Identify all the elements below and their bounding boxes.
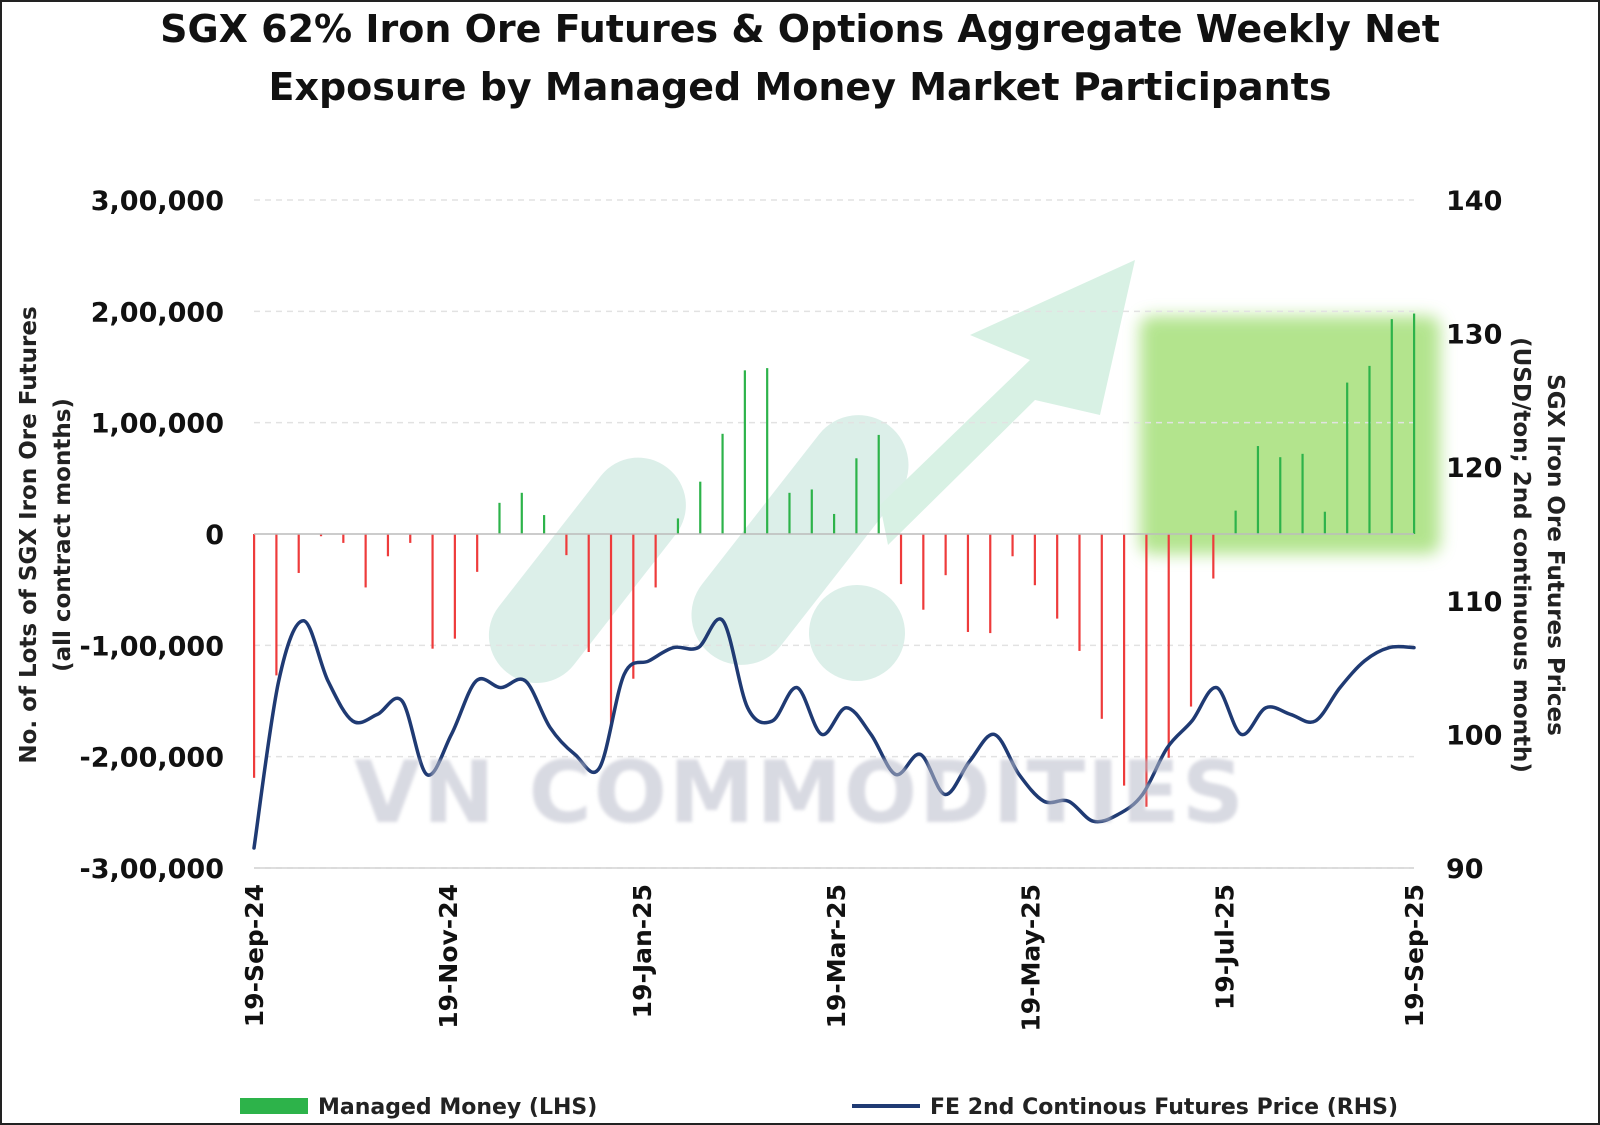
y-right-tick-label: 110 [1446, 587, 1502, 618]
y-left-axis-title-line: (all contract months) [50, 398, 76, 672]
legend-bar-label: Managed Money (LHS) [318, 1095, 597, 1120]
bar [275, 534, 278, 676]
bar [810, 489, 813, 534]
x-tick-label: 19-Mar-25 [822, 884, 851, 1028]
bar [609, 534, 613, 726]
y-right-tick-label: 90 [1446, 854, 1484, 885]
bar [966, 534, 970, 632]
y-right-tick-label: 100 [1446, 720, 1502, 751]
y-left-tick-label: 0 [205, 520, 224, 551]
bar [1279, 457, 1282, 534]
x-tick-label: 19-Jan-25 [628, 884, 657, 1018]
y-left-tick-label: 2,00,000 [91, 297, 224, 328]
bar [1368, 365, 1371, 534]
bar [431, 534, 434, 649]
x-tick-label: 19-Jul-25 [1210, 884, 1239, 1010]
line-layer [252, 617, 1416, 850]
y-right-tick-label: 140 [1446, 186, 1502, 217]
bar [565, 534, 568, 556]
bar [253, 534, 256, 778]
bar [899, 534, 903, 585]
bar [654, 534, 657, 588]
watermark-capsule-1 [488, 457, 686, 684]
bar [1011, 534, 1014, 557]
bar [855, 458, 858, 534]
bar [476, 534, 479, 572]
bar [520, 492, 523, 534]
bar [676, 518, 680, 534]
bar [543, 515, 546, 534]
chart-title: SGX 62% Iron Ore Futures & Options Aggre… [0, 0, 1600, 116]
bar [1301, 453, 1304, 534]
y-right-tick-label: 130 [1446, 320, 1502, 351]
price-line [252, 617, 1416, 850]
bar [297, 534, 300, 573]
bar [1123, 534, 1126, 786]
legend-line-label: FE 2nd Continous Futures Price (RHS) [930, 1095, 1398, 1120]
bar [1056, 534, 1059, 619]
axis-layer: 3,00,000 2,00,000 1,00,000 0 -1,00,000 -2,00,… [16, 186, 1568, 1032]
bar [1346, 382, 1349, 534]
bar [699, 481, 702, 534]
bar [1256, 446, 1260, 534]
y-left-tick-label: -3,00,000 [80, 854, 224, 885]
bar [342, 534, 345, 543]
bar [1167, 534, 1170, 758]
y-right-tick-label: 120 [1446, 453, 1502, 484]
bar [721, 433, 724, 534]
bar [386, 534, 390, 557]
bar [632, 534, 635, 679]
x-tick-label: 19-Sep-24 [240, 884, 269, 1027]
bar [743, 370, 746, 534]
bar [922, 534, 925, 610]
y-left-tick-label: 3,00,000 [91, 186, 224, 217]
bar [364, 534, 367, 588]
bar [1100, 534, 1103, 719]
bar [989, 534, 992, 634]
chart-title-line-1: SGX 62% Iron Ore Futures & Options Aggre… [160, 7, 1440, 51]
y-left-axis-title-line: No. of Lots of SGX Iron Ore Futures [16, 306, 42, 763]
watermark-growth-arrow [880, 260, 1135, 545]
bar [1212, 534, 1215, 579]
bar [1323, 511, 1326, 534]
y-left-tick-label: -1,00,000 [80, 631, 224, 662]
watermark-dot [809, 585, 905, 681]
x-tick-label: 19-Sep-25 [1400, 884, 1429, 1027]
y-right-axis-title-line: (USD/ton; 2nd continuous month) [1508, 337, 1534, 773]
bar [1189, 534, 1193, 707]
bar-layer [253, 313, 1416, 807]
bar [1078, 534, 1081, 651]
bar [587, 534, 590, 653]
bar [319, 534, 323, 537]
bar [1390, 319, 1393, 534]
bar [498, 502, 501, 534]
chart-title-line-2: Exposure by Managed Money Market Partici… [268, 65, 1332, 109]
x-tick-label: 19-May-25 [1016, 884, 1045, 1032]
bar [1145, 534, 1148, 807]
bar [409, 534, 412, 543]
bar [1234, 510, 1237, 534]
background-layer [488, 260, 1440, 684]
x-tick-label: 19-Nov-24 [434, 884, 463, 1029]
bar [833, 513, 836, 534]
highlight-box [1140, 316, 1440, 554]
bar [944, 534, 947, 576]
bar [453, 534, 456, 639]
bar [788, 492, 791, 534]
legend-bar-swatch [240, 1098, 308, 1114]
y-left-tick-label: -2,00,000 [80, 743, 224, 774]
bar [1413, 313, 1416, 534]
watermark-text: VN COMMODITIES [354, 743, 1246, 843]
watermark-capsule-2 [691, 415, 909, 665]
bar [766, 368, 769, 534]
bar [1033, 534, 1036, 586]
bar [877, 434, 880, 534]
legend: Managed Money (LHS) FE 2nd Continous Fut… [240, 1095, 1398, 1120]
y-left-tick-label: 1,00,000 [91, 409, 224, 440]
y-right-axis-title-line: SGX Iron Ore Futures Prices [1542, 374, 1568, 736]
